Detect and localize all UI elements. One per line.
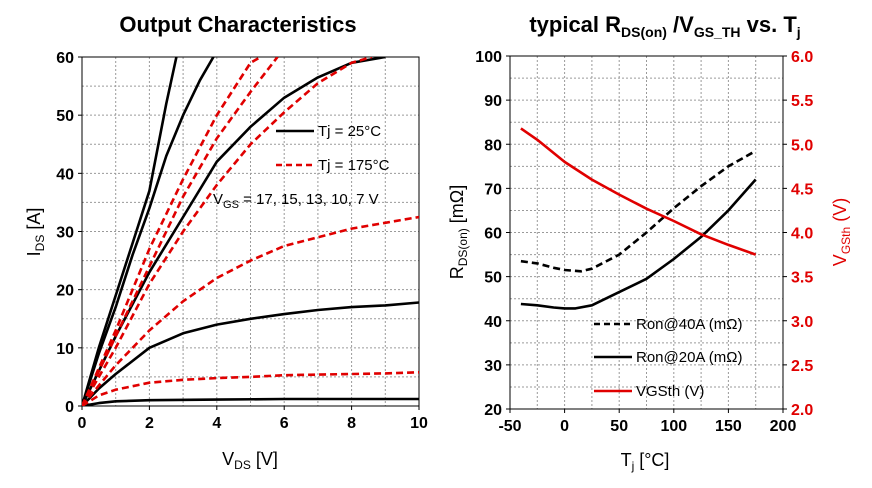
right-y-tick-label: 80: [484, 137, 502, 154]
right-x-tick-label: 50: [610, 418, 628, 435]
right-y2-tick-label: 4.0: [791, 226, 813, 243]
left-series-0: [82, 57, 178, 406]
legend-label-25c: Tj = 25°C: [318, 123, 381, 140]
left-x-tick-label: 0: [78, 415, 87, 432]
left-chart-title: Output Characteristics: [119, 12, 356, 37]
right-y2-tick-label: 6.0: [791, 49, 813, 66]
left-y-tick-label: 40: [56, 166, 74, 183]
right-y-tick-label: 70: [484, 181, 502, 198]
right-series-0: [520, 149, 757, 273]
left-series-4: [82, 397, 419, 406]
right-x-tick-label: 100: [660, 418, 687, 435]
right-chart-title: typical RDS(on) /VGS_TH vs. Tj: [529, 12, 800, 40]
right-y-tick-label: 20: [484, 402, 502, 419]
right-y2-tick-label: 5.5: [791, 93, 813, 110]
right-x-axis-label: Tj [°C]: [621, 450, 670, 473]
left-x-axis-label: VDS [V]: [222, 449, 278, 472]
left-plot-area: 0 2 4 6 8 10 0 10 20 30 40 50 60: [56, 50, 428, 432]
left-x-tick-label: 6: [280, 415, 289, 432]
right-y2-tick-label: 5.0: [791, 137, 813, 154]
right-y-tick-label: 90: [484, 93, 502, 110]
right-x-tick-label: 200: [770, 418, 797, 435]
left-y-tick-label: 50: [56, 108, 74, 125]
right-x-tick-label: -50: [498, 418, 521, 435]
left-x-tick-label: 4: [212, 415, 221, 432]
left-y-tick-label: 20: [56, 283, 74, 300]
left-series-6: [82, 57, 279, 406]
right-plot-area: -50 0 50 100 150 200 20 30 40 50 60 70 80 90 100 2.0 2.5…: [475, 49, 813, 435]
left-x-tick-label: 2: [145, 415, 154, 432]
right-y2-tick-label: 4.5: [791, 181, 813, 198]
right-y-tick-label: 50: [484, 270, 502, 287]
left-series-7: [82, 57, 373, 406]
right-series-1: [520, 178, 757, 310]
legend-label-vgsth: VGSth (V): [636, 383, 704, 400]
right-y2-axis-label: VGSth (V): [830, 198, 853, 266]
right-y2-tick-label: 3.5: [791, 270, 813, 287]
left-y-tick-label: 10: [56, 341, 74, 358]
right-y-axis-label: RDS(on) [mΩ]: [447, 185, 470, 279]
right-y-tick-label: 100: [475, 49, 502, 66]
left-y-tick-label: 30: [56, 225, 74, 242]
legend-label-ron40: Ron@40A (mΩ): [636, 316, 742, 333]
right-y2-tick-label: 2.0: [791, 402, 813, 419]
left-x-tick-label: 10: [410, 415, 428, 432]
left-series-2: [82, 57, 386, 406]
right-y-tick-label: 30: [484, 358, 502, 375]
left-y-tick-label: 60: [56, 50, 74, 67]
left-y-tick-label: 0: [65, 399, 74, 416]
right-y-tick-label: 60: [484, 226, 502, 243]
right-y-tick-label: 40: [484, 314, 502, 331]
left-series-3: [82, 301, 419, 406]
legend-label-ron20: Ron@20A (mΩ): [636, 349, 742, 366]
left-series-9: [82, 371, 419, 406]
left-series-8: [82, 215, 419, 406]
right-x-tick-label: 0: [560, 418, 569, 435]
right-y2-tick-label: 2.5: [791, 358, 813, 375]
left-x-tick-label: 8: [347, 415, 356, 432]
legend-label-175c: Tj = 175°C: [318, 157, 390, 174]
left-y-axis-label: IDS [A]: [24, 208, 47, 257]
left-series-1: [82, 57, 215, 406]
left-legend: Tj = 25°C Tj = 175°C: [276, 123, 390, 174]
vgs-annotation: VGS = 17, 15, 13, 10, 7 V: [213, 191, 379, 211]
right-series-2: [520, 127, 757, 256]
right-legend: Ron@40A (mΩ) Ron@20A (mΩ) VGSth (V): [594, 316, 742, 400]
right-x-tick-label: 150: [715, 418, 742, 435]
left-series-5: [82, 57, 262, 406]
right-y2-tick-label: 3.0: [791, 314, 813, 331]
